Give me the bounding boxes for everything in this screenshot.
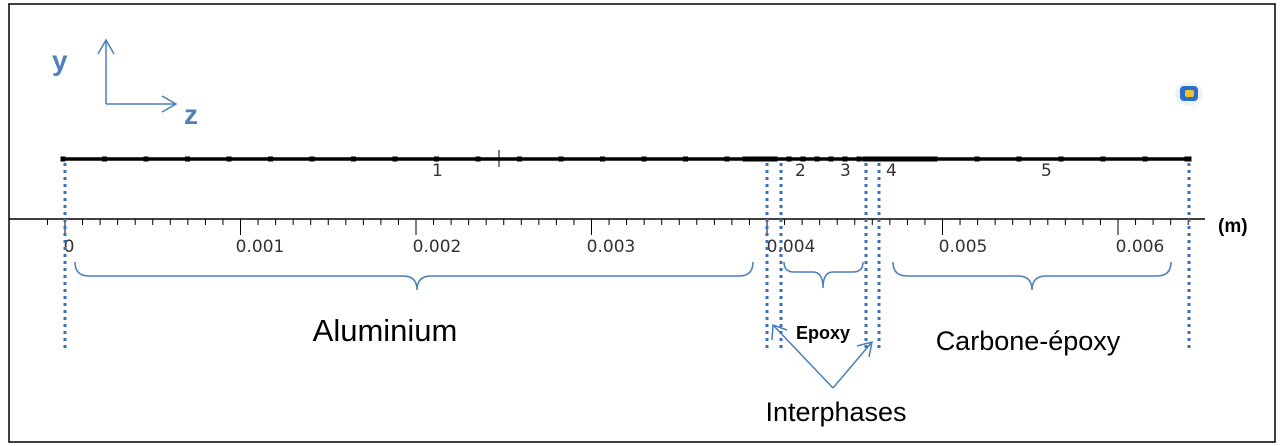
- mesh-node: [434, 156, 439, 162]
- mesh-node: [902, 156, 908, 162]
- mesh-node: [1186, 156, 1192, 162]
- mesh-node: [1142, 156, 1148, 162]
- mesh-node: [862, 156, 868, 162]
- mesh-node: [517, 156, 522, 162]
- figure-border: [8, 3, 1276, 443]
- mesh-node: [866, 156, 872, 162]
- mesh-node: [814, 156, 820, 162]
- mesh-node: [392, 156, 398, 162]
- tick-label-0002: 0.002: [413, 237, 462, 257]
- material-label-aluminium: Aluminium: [313, 313, 458, 348]
- interphase-arrows: [771, 323, 873, 389]
- mesh-node: [878, 156, 884, 162]
- material-label-carbone-epoxy: Carbone-époxy: [936, 326, 1121, 356]
- y-axis-label: y: [52, 45, 68, 76]
- interphase-arrow-left: [772, 324, 834, 389]
- mesh-node: [758, 156, 764, 162]
- mesh-node: [750, 156, 756, 162]
- axis-indicator: y z: [52, 38, 198, 130]
- tick-label-0001: 0.001: [236, 237, 285, 257]
- mesh-node: [746, 156, 752, 162]
- mesh-node: [143, 156, 149, 162]
- domain-number-4: 4: [886, 161, 897, 181]
- mesh-node: [828, 156, 834, 162]
- tick-label-0003: 0.003: [587, 237, 636, 257]
- mesh-node: [914, 156, 920, 162]
- axis-ticks: [46, 219, 1189, 235]
- mesh-node: [268, 156, 273, 162]
- mesh-node: [683, 156, 688, 162]
- interphase-label: Interphases: [765, 397, 906, 427]
- mesh-node: [922, 156, 928, 162]
- mesh-node: [742, 156, 748, 162]
- mesh-node: [766, 156, 772, 162]
- mesh-node: [898, 156, 904, 162]
- domain-number-2: 2: [795, 161, 806, 181]
- brace-aluminium: [74, 261, 754, 291]
- mesh-node: [754, 156, 760, 162]
- mesh-node: [786, 156, 792, 162]
- mesh-node: [724, 156, 730, 162]
- cube-icon: [1175, 82, 1203, 106]
- mesh-node: [918, 156, 924, 162]
- mesh-node: [1016, 156, 1022, 162]
- mesh-node: [1058, 156, 1064, 162]
- interphase-arrow-right: [832, 341, 873, 389]
- mesh-node: [762, 156, 768, 162]
- mesh-node: [1100, 156, 1106, 162]
- tick-label-0005: 0.005: [939, 237, 988, 257]
- mesh-nodes: [60, 156, 1192, 162]
- mesh-node: [60, 156, 66, 162]
- mesh-node: [226, 156, 232, 162]
- brace-carbone-epoxy: [892, 261, 1172, 291]
- mesh-node: [102, 156, 107, 162]
- mesh-node: [926, 156, 932, 162]
- brace-epoxy: [783, 261, 864, 289]
- mesh-node: [558, 156, 564, 162]
- mesh-node: [974, 156, 980, 162]
- mesh-node: [874, 156, 880, 162]
- mesh-node: [185, 156, 190, 162]
- mesh-node: [886, 156, 892, 162]
- mesh-node: [910, 156, 916, 162]
- braces: [74, 261, 1172, 291]
- mesh-node: [600, 156, 605, 162]
- mesh-node: [906, 156, 912, 162]
- tick-label-0006: 0.006: [1116, 237, 1165, 257]
- mesh-node: [842, 156, 848, 162]
- material-label-epoxy: Epoxy: [796, 323, 850, 343]
- mesh-node: [870, 156, 876, 162]
- tick-label-0: 0: [64, 237, 75, 257]
- mesh-node: [882, 156, 888, 162]
- mesh-node: [932, 156, 938, 162]
- mesh-node: [856, 156, 862, 162]
- domain-number-5: 5: [1041, 161, 1052, 181]
- z-axis-label: z: [184, 99, 198, 130]
- domain-number-3: 3: [840, 161, 851, 181]
- mesh-node: [641, 156, 647, 162]
- mesh-node: [894, 156, 900, 162]
- domain-number-1: 1: [432, 161, 443, 181]
- mesh-node: [890, 156, 896, 162]
- mesh-node: [475, 156, 481, 162]
- mesh-node: [309, 156, 315, 162]
- unit-label: (m): [1218, 216, 1248, 237]
- mesh-node: [800, 156, 806, 162]
- mesh-node: [351, 156, 356, 162]
- boundary-lines: [63, 163, 1191, 350]
- mesh-node: [772, 156, 778, 162]
- tick-label-0004: 0.004: [767, 237, 816, 257]
